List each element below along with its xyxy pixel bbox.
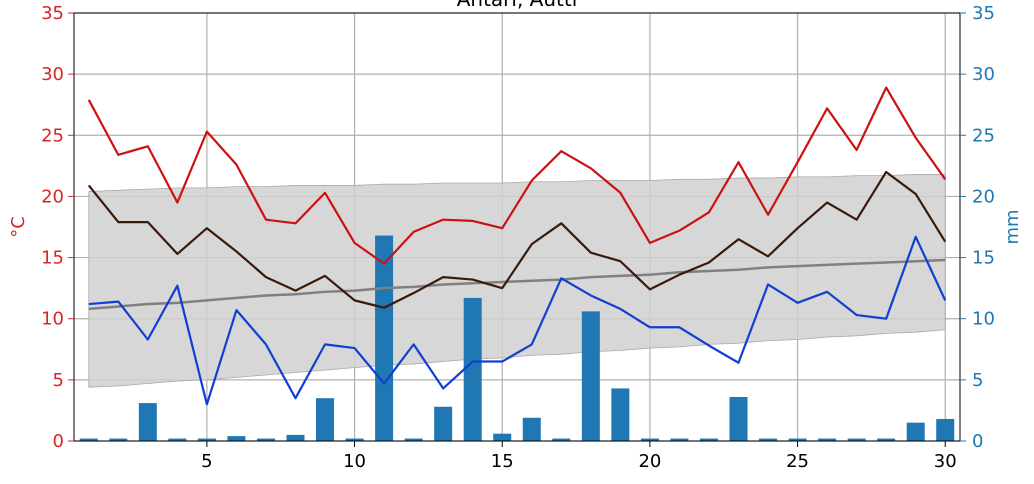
precip-bar — [847, 438, 866, 441]
min-temp-line — [88, 235, 947, 406]
precip-bar — [493, 433, 512, 441]
precip-bar — [670, 438, 689, 441]
x-tick-label: 20 — [638, 451, 661, 472]
precip-bar — [286, 434, 305, 441]
precip-bar — [404, 438, 423, 441]
y-tick-label-left: 30 — [41, 64, 64, 85]
y-tick-label-left: 0 — [53, 431, 64, 452]
precipitation-bars — [79, 235, 955, 441]
max-temp-line — [87, 86, 947, 265]
precip-bar — [227, 436, 246, 441]
normal-mean-line — [88, 258, 946, 311]
precip-bar — [197, 438, 216, 441]
precip-bar — [788, 438, 807, 441]
x-tick-label: 10 — [343, 451, 366, 472]
temperature-lines — [87, 86, 947, 406]
y-tick-label-left: 15 — [41, 248, 64, 269]
y-tick-label-right: 5 — [972, 370, 983, 391]
y-tick-label-right: 35 — [972, 3, 995, 24]
precip-bar — [699, 438, 718, 441]
precip-bar — [906, 422, 925, 441]
precip-bar — [877, 438, 896, 441]
y-tick-label-right: 0 — [972, 431, 983, 452]
y-tick-label-right: 25 — [972, 125, 995, 146]
precip-bar — [522, 417, 541, 441]
y-tick-label-right: 10 — [972, 309, 995, 330]
precip-bar — [256, 438, 275, 441]
precip-bar — [463, 297, 482, 441]
precip-bar — [640, 438, 659, 441]
precip-bar — [434, 406, 453, 441]
precip-bar — [936, 418, 955, 441]
mean-temp-line — [87, 170, 947, 309]
y-axis-label-right: mm — [1002, 209, 1023, 244]
plot-frame — [73, 12, 961, 442]
precip-bar — [759, 438, 778, 441]
axes: 0 0 5 5 10 10 15 15 20 20 25 25 30 30 35 35 5 10 15 20 25 30 — [41, 3, 995, 472]
x-tick-label: 30 — [934, 451, 957, 472]
precip-bar — [729, 396, 748, 441]
y-tick-label-left: 35 — [41, 3, 64, 24]
x-tick-label: 5 — [201, 451, 212, 472]
precip-bar — [581, 311, 600, 441]
x-tick-label: 15 — [491, 451, 514, 472]
precip-bar — [168, 438, 187, 441]
precip-bar — [818, 438, 837, 441]
y-tick-label-left: 20 — [41, 186, 64, 207]
y-tick-label-left: 25 — [41, 125, 64, 146]
precip-bar — [138, 403, 157, 441]
precip-bar — [552, 438, 571, 441]
precip-bar — [611, 388, 630, 441]
precip-bar — [109, 438, 128, 441]
y-tick-label-left: 5 — [53, 370, 64, 391]
precip-bar — [345, 438, 364, 441]
y-tick-label-left: 10 — [41, 309, 64, 330]
x-tick-label: 25 — [786, 451, 809, 472]
precip-bar — [375, 235, 394, 441]
precip-bar — [79, 438, 98, 441]
y-tick-label-right: 30 — [972, 64, 995, 85]
chart-title: Ähtäri, Autti — [457, 0, 578, 11]
y-axis-label-left: °C — [8, 216, 29, 238]
precip-bar — [316, 398, 335, 441]
y-tick-label-right: 20 — [972, 186, 995, 207]
y-tick-label-right: 15 — [972, 248, 995, 269]
